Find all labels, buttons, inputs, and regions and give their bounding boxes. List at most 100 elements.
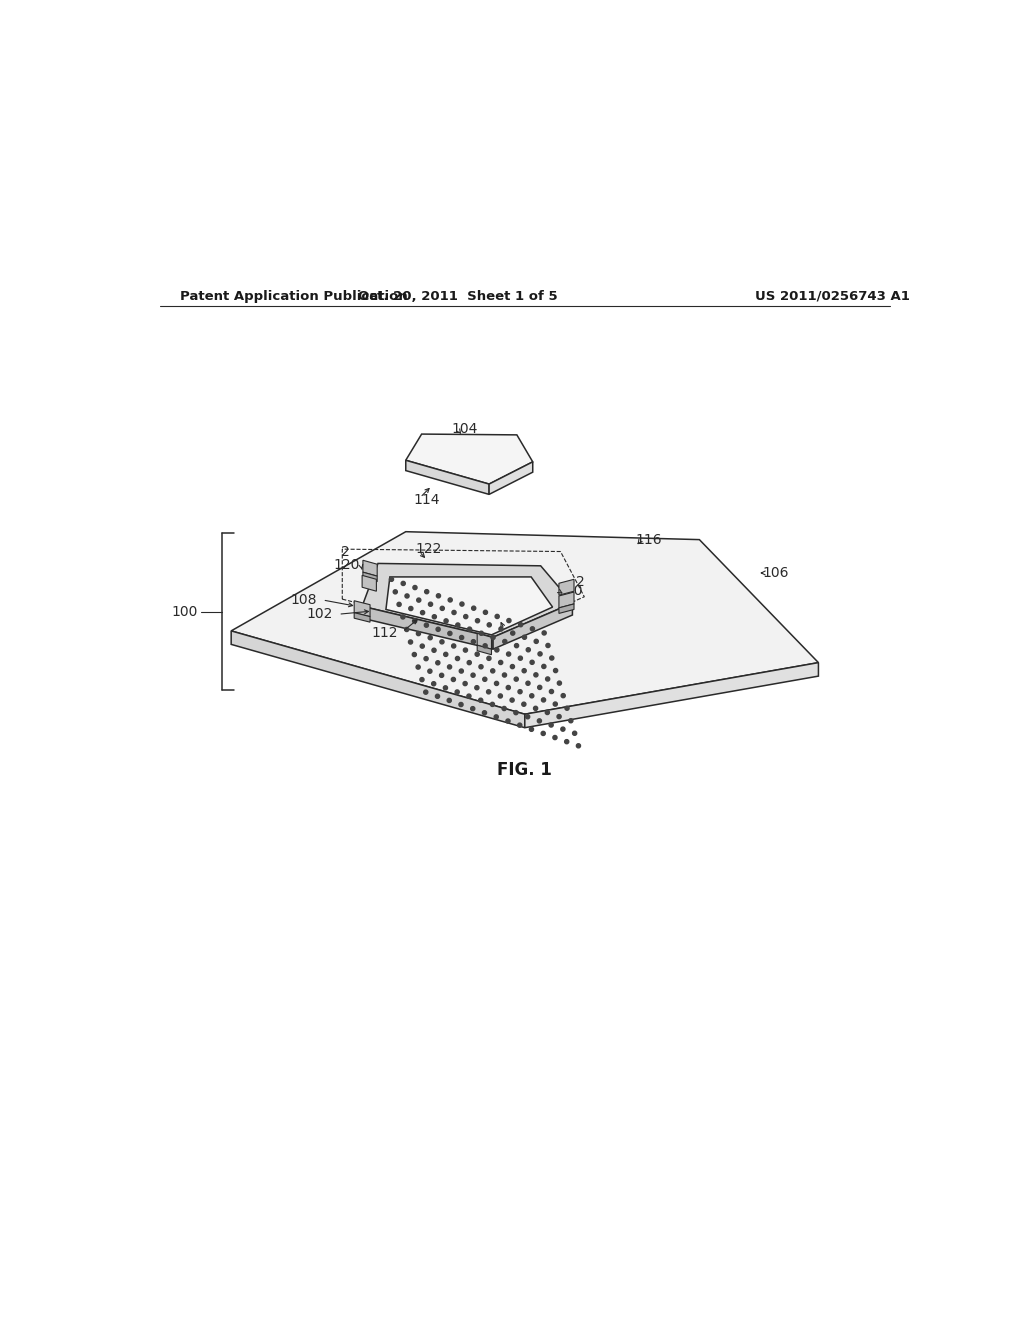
Circle shape (449, 598, 453, 602)
Circle shape (460, 602, 464, 606)
Circle shape (490, 635, 496, 639)
Text: 100: 100 (171, 605, 198, 619)
Circle shape (447, 665, 452, 669)
Circle shape (471, 706, 475, 710)
Circle shape (452, 677, 456, 681)
Circle shape (577, 743, 581, 748)
Circle shape (518, 689, 522, 694)
Text: 118: 118 (501, 624, 527, 638)
Circle shape (447, 631, 452, 635)
Circle shape (572, 731, 577, 735)
Text: 122: 122 (416, 543, 441, 556)
Circle shape (417, 631, 421, 636)
Circle shape (432, 648, 436, 652)
Text: FIG. 1: FIG. 1 (498, 760, 552, 779)
Circle shape (475, 685, 479, 690)
Circle shape (510, 664, 514, 669)
Circle shape (506, 685, 510, 689)
Circle shape (486, 656, 490, 660)
Polygon shape (494, 603, 572, 649)
Polygon shape (386, 577, 553, 635)
Circle shape (404, 627, 409, 631)
Circle shape (534, 706, 538, 710)
Text: 120: 120 (334, 558, 359, 572)
Circle shape (496, 614, 500, 619)
Circle shape (522, 702, 526, 706)
Circle shape (435, 694, 439, 698)
Polygon shape (524, 663, 818, 727)
Circle shape (436, 594, 440, 598)
Circle shape (460, 635, 464, 640)
Circle shape (397, 602, 401, 606)
Circle shape (401, 581, 406, 586)
Circle shape (443, 652, 447, 656)
Circle shape (482, 677, 486, 681)
Circle shape (525, 714, 529, 719)
Polygon shape (231, 631, 524, 727)
Circle shape (428, 636, 432, 640)
Text: 110: 110 (557, 585, 583, 598)
Circle shape (404, 594, 410, 598)
Polygon shape (362, 576, 377, 591)
Circle shape (526, 648, 530, 652)
Polygon shape (354, 601, 370, 616)
Polygon shape (231, 532, 818, 714)
Polygon shape (362, 606, 494, 649)
Circle shape (554, 668, 558, 673)
Polygon shape (362, 560, 377, 576)
Circle shape (530, 660, 535, 664)
Polygon shape (406, 434, 532, 484)
Circle shape (459, 669, 464, 673)
Circle shape (511, 631, 515, 635)
Circle shape (507, 652, 511, 656)
Circle shape (534, 673, 538, 677)
Circle shape (545, 710, 550, 714)
Circle shape (463, 681, 467, 685)
Circle shape (499, 694, 503, 698)
Polygon shape (559, 591, 574, 609)
Circle shape (416, 665, 420, 669)
Circle shape (413, 652, 417, 656)
Text: Patent Application Publication: Patent Application Publication (179, 290, 408, 302)
Circle shape (529, 727, 534, 731)
Circle shape (518, 723, 522, 727)
Circle shape (464, 615, 468, 619)
Circle shape (553, 735, 557, 739)
Circle shape (467, 660, 471, 665)
Circle shape (507, 619, 511, 623)
Circle shape (456, 623, 460, 627)
Circle shape (490, 669, 495, 673)
Circle shape (561, 727, 565, 731)
Circle shape (538, 652, 542, 656)
Text: 112: 112 (372, 626, 397, 640)
Circle shape (499, 627, 503, 631)
Circle shape (424, 656, 428, 661)
Circle shape (440, 606, 444, 610)
Polygon shape (362, 564, 572, 638)
Polygon shape (477, 634, 492, 649)
Text: 2: 2 (577, 576, 585, 590)
Circle shape (526, 681, 530, 685)
Circle shape (424, 690, 428, 694)
Circle shape (499, 660, 503, 664)
Circle shape (468, 627, 472, 631)
Circle shape (478, 698, 482, 702)
Circle shape (546, 643, 550, 648)
Polygon shape (559, 579, 574, 595)
Circle shape (421, 611, 425, 615)
Circle shape (495, 681, 499, 685)
Text: 106: 106 (763, 566, 790, 579)
Circle shape (432, 681, 436, 686)
Circle shape (475, 652, 479, 656)
Circle shape (557, 714, 561, 718)
Circle shape (467, 694, 471, 698)
Circle shape (564, 739, 568, 743)
Circle shape (495, 648, 499, 652)
Circle shape (482, 710, 486, 715)
Circle shape (447, 698, 452, 702)
Circle shape (444, 619, 449, 623)
Circle shape (565, 706, 569, 710)
Circle shape (495, 715, 499, 719)
Circle shape (479, 631, 483, 635)
Circle shape (452, 644, 456, 648)
